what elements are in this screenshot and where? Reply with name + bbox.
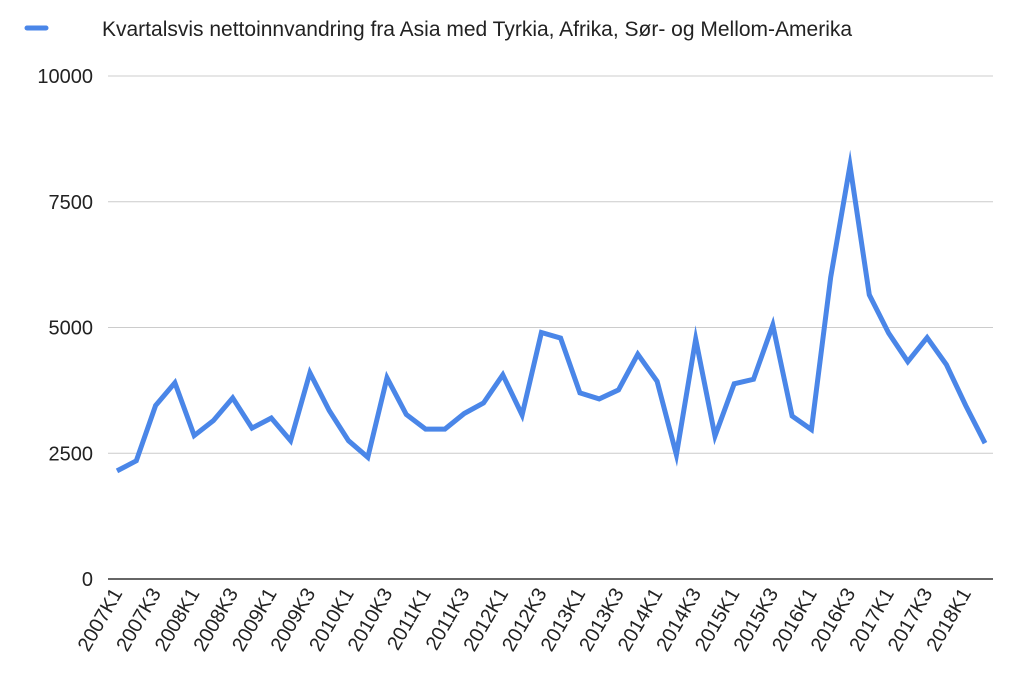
series-line [117, 166, 985, 471]
x-axis-ticks: 2007K12007K32008K12008K32009K12009K32010… [74, 585, 976, 656]
y-axis-ticks: 0 2500 5000 7500 10000 [37, 66, 93, 591]
grid [108, 76, 993, 453]
legend-label: Kvartalsvis nettoinnvandring fra Asia me… [102, 18, 852, 41]
legend: Kvartalsvis nettoinnvandring fra Asia me… [27, 18, 852, 41]
y-tick-label: 2500 [49, 443, 94, 465]
y-tick-label: 10000 [37, 66, 93, 88]
y-tick-label: 5000 [49, 318, 94, 340]
y-tick-label: 7500 [49, 192, 94, 214]
y-tick-label: 0 [82, 569, 93, 591]
series-group [117, 165, 985, 471]
